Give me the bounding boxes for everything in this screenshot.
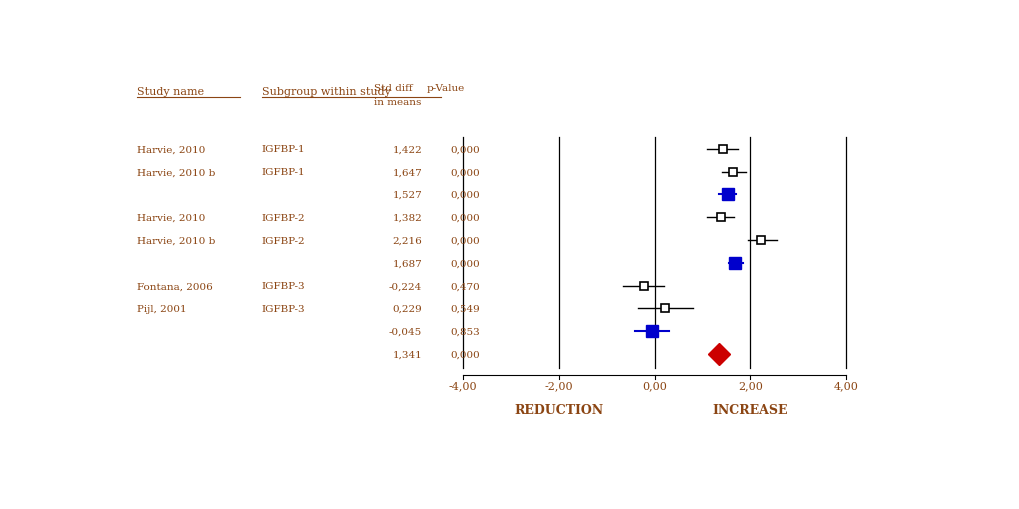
Text: 0,549: 0,549 [449, 304, 479, 314]
Text: IGFBP-2: IGFBP-2 [262, 213, 305, 222]
Text: 1,422: 1,422 [392, 145, 422, 154]
Text: 1,341: 1,341 [392, 350, 422, 359]
Text: Std diff: Std diff [374, 83, 413, 93]
Text: p-Value: p-Value [427, 83, 465, 93]
Text: 1,687: 1,687 [392, 259, 422, 268]
Text: Harvie, 2010: Harvie, 2010 [137, 145, 205, 154]
Text: Harvie, 2010 b: Harvie, 2010 b [137, 236, 215, 245]
Text: -0,045: -0,045 [388, 327, 422, 336]
Text: -2,00: -2,00 [544, 381, 573, 391]
Text: 0,470: 0,470 [449, 281, 479, 291]
Text: in means: in means [374, 98, 421, 107]
Text: 0,000: 0,000 [449, 259, 479, 268]
Text: 0,000: 0,000 [449, 190, 479, 200]
Text: 0,00: 0,00 [641, 381, 666, 391]
Text: 0,000: 0,000 [449, 350, 479, 359]
Text: INCREASE: INCREASE [712, 404, 788, 417]
Text: 0,000: 0,000 [449, 236, 479, 245]
Text: Study name: Study name [137, 87, 204, 97]
Text: Pijl, 2001: Pijl, 2001 [137, 304, 186, 314]
Text: -4,00: -4,00 [448, 381, 477, 391]
Text: IGFBP-1: IGFBP-1 [262, 145, 305, 154]
Text: 4,00: 4,00 [833, 381, 858, 391]
Text: Fontana, 2006: Fontana, 2006 [137, 281, 213, 291]
Text: 0,853: 0,853 [449, 327, 479, 336]
Text: 0,000: 0,000 [449, 145, 479, 154]
Text: 0,000: 0,000 [449, 168, 479, 177]
Text: Harvie, 2010 b: Harvie, 2010 b [137, 168, 215, 177]
Text: -0,224: -0,224 [388, 281, 422, 291]
Text: IGFBP-2: IGFBP-2 [262, 236, 305, 245]
Text: Harvie, 2010: Harvie, 2010 [137, 213, 205, 222]
Text: 1,527: 1,527 [392, 190, 422, 200]
Text: 2,00: 2,00 [737, 381, 762, 391]
Text: 1,382: 1,382 [392, 213, 422, 222]
Text: IGFBP-3: IGFBP-3 [262, 281, 305, 291]
Text: IGFBP-1: IGFBP-1 [262, 168, 305, 177]
Text: 2,216: 2,216 [392, 236, 422, 245]
Text: Subgroup within study: Subgroup within study [262, 87, 390, 97]
Text: 1,647: 1,647 [392, 168, 422, 177]
Text: 0,229: 0,229 [392, 304, 422, 314]
Text: REDUCTION: REDUCTION [514, 404, 602, 417]
Text: IGFBP-3: IGFBP-3 [262, 304, 305, 314]
Text: 0,000: 0,000 [449, 213, 479, 222]
